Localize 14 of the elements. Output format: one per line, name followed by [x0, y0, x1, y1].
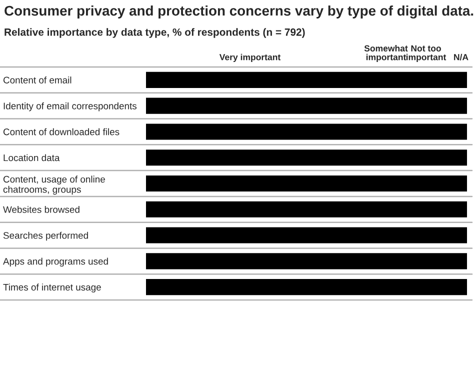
text: Somewhat important	[364, 45, 408, 62]
y-tick-label: Location data	[4, 154, 60, 162]
y-tick-label: Apps and programs used	[3, 258, 108, 267]
y-tick-label: Content of downloaded files	[3, 128, 120, 136]
y-tick-label: Content, usage of online chatrooms, groups	[3, 176, 105, 195]
y-tick-label: Searches performed	[3, 232, 88, 241]
text: Very important	[219, 54, 281, 62]
y-tick-label: Content of email	[3, 76, 72, 84]
y-tick-label: Times of internet usage	[3, 284, 101, 292]
text: N/A	[454, 54, 468, 60]
y-tick-label: Identity of email correspondents	[4, 102, 137, 112]
y-tick-label: Websites browsed	[3, 206, 80, 213]
chart-title: Consumer privacy and protection concerns vary by type of digital data.	[4, 5, 474, 19]
chart-subtitle: Relative importance by data type, % of respondents (n = 792)	[4, 28, 305, 38]
